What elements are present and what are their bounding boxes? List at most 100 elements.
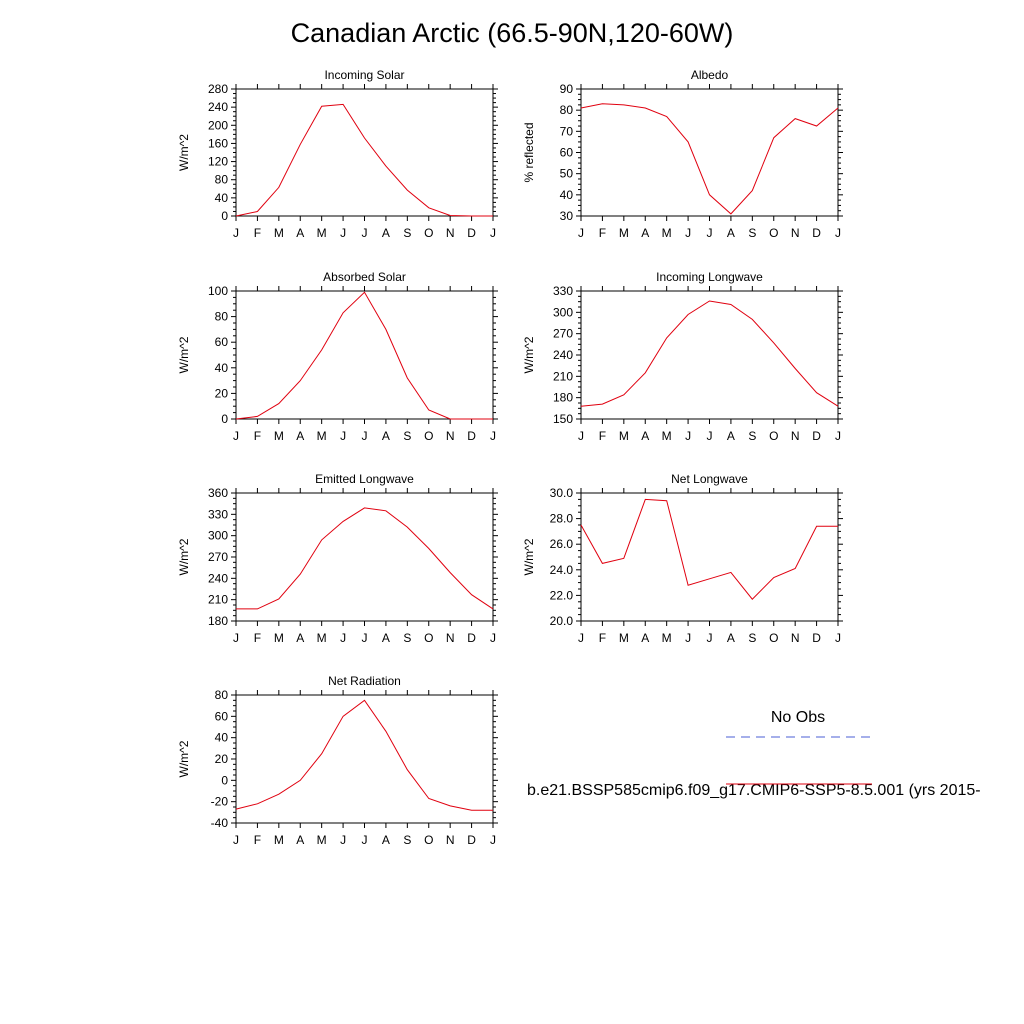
x-tick-label: N	[446, 429, 455, 443]
x-tick-label: O	[769, 429, 778, 443]
x-tick-label: N	[791, 631, 800, 645]
series-line	[235, 699, 493, 811]
y-axis-label: W/m^2	[177, 740, 191, 777]
x-tick-label: M	[274, 226, 284, 240]
x-tick-label: A	[641, 429, 649, 443]
y-tick-label: 28.0	[550, 512, 574, 526]
x-tick-label: S	[748, 226, 756, 240]
x-tick-label: J	[362, 226, 368, 240]
y-tick-label: 26.0	[550, 537, 574, 551]
x-tick-label: A	[727, 226, 735, 240]
x-tick-label: D	[467, 226, 476, 240]
y-tick-label: 60	[215, 709, 229, 723]
y-axis-label: W/m^2	[177, 538, 191, 575]
series-line	[236, 507, 494, 610]
x-tick-label: J	[340, 226, 346, 240]
series-line	[235, 291, 493, 420]
panel-title: Incoming Longwave	[656, 270, 763, 284]
series-line	[580, 103, 839, 215]
y-tick-label: 240	[208, 571, 228, 585]
x-tick-label: J	[233, 226, 239, 240]
x-tick-label: J	[233, 429, 239, 443]
y-tick-label: 70	[560, 124, 574, 138]
x-tick-label: M	[317, 833, 327, 847]
x-tick-label: S	[748, 631, 756, 645]
plot-frame	[580, 492, 839, 622]
x-tick-label: D	[467, 631, 476, 645]
x-tick-label: M	[662, 429, 672, 443]
plot-frame	[235, 694, 494, 824]
x-tick-label: J	[835, 429, 841, 443]
x-tick-label: M	[662, 631, 672, 645]
panel-3: Incoming Longwave W/m^2 150 180 210 240 270 300…	[522, 270, 843, 443]
x-tick-label: O	[424, 631, 433, 645]
panel-title: Albedo	[691, 68, 729, 82]
x-tick-label: J	[707, 631, 713, 645]
x-tick-label: F	[599, 226, 606, 240]
y-tick-label: 120	[208, 155, 228, 169]
x-tick-label: J	[835, 631, 841, 645]
y-tick-label: 20.0	[550, 614, 574, 628]
x-tick-label: J	[835, 226, 841, 240]
x-tick-label: D	[812, 429, 821, 443]
y-tick-label: 300	[553, 305, 573, 319]
plot-frame	[580, 290, 839, 420]
x-tick-label: S	[748, 429, 756, 443]
panel-title: Net Longwave	[671, 472, 748, 486]
x-tick-label: A	[382, 631, 390, 645]
y-tick-label: 280	[208, 82, 228, 96]
x-tick-label: N	[446, 631, 455, 645]
y-tick-label: 80	[215, 310, 229, 324]
x-tick-label: S	[403, 833, 411, 847]
x-tick-label: S	[403, 226, 411, 240]
x-tick-label: J	[707, 429, 713, 443]
y-tick-label: 80	[215, 688, 229, 702]
x-tick-label: D	[467, 429, 476, 443]
x-tick-label: F	[254, 226, 261, 240]
y-tick-label: 300	[208, 529, 228, 543]
x-tick-label: M	[662, 226, 672, 240]
y-tick-label: 200	[208, 118, 228, 132]
y-axis-label: W/m^2	[177, 336, 191, 373]
y-tick-label: 100	[208, 284, 228, 298]
x-tick-label: J	[685, 631, 691, 645]
x-tick-label: O	[424, 429, 433, 443]
x-tick-label: J	[340, 429, 346, 443]
panel-5: Net Longwave W/m^2 20.0 22.0 24.0 26.0 28.0 30.…	[522, 472, 843, 645]
figure-title: Canadian Arctic (66.5-90N,120-60W)	[290, 18, 734, 48]
x-tick-label: J	[362, 631, 368, 645]
legend: No Obs b.e21.BSSP585cmip6.f09_g17.CMIP6-…	[527, 709, 981, 799]
x-tick-label: O	[769, 226, 778, 240]
x-tick-label: D	[467, 833, 476, 847]
y-axis-label: W/m^2	[177, 134, 191, 171]
plot-frame	[235, 492, 494, 622]
y-tick-label: 40	[215, 731, 229, 745]
x-tick-label: J	[340, 833, 346, 847]
y-tick-label: 270	[208, 550, 228, 564]
y-tick-label: 210	[553, 369, 573, 383]
x-tick-label: S	[403, 631, 411, 645]
x-tick-label: J	[490, 833, 496, 847]
y-tick-label: 50	[560, 167, 574, 181]
x-tick-label: A	[296, 226, 304, 240]
y-tick-label: 270	[553, 327, 573, 341]
series-line	[580, 300, 839, 407]
x-tick-label: J	[707, 226, 713, 240]
panel-title: Net Radiation	[328, 674, 401, 688]
y-tick-label: 60	[560, 146, 574, 160]
x-tick-label: J	[578, 631, 584, 645]
x-tick-label: A	[296, 833, 304, 847]
x-tick-label: A	[382, 226, 390, 240]
x-tick-label: O	[424, 833, 433, 847]
x-tick-label: A	[727, 429, 735, 443]
y-tick-label: 360	[208, 486, 228, 500]
series-line	[580, 498, 838, 600]
x-tick-label: J	[233, 631, 239, 645]
x-tick-label: A	[727, 631, 735, 645]
y-tick-label: 160	[208, 136, 228, 150]
y-tick-label: 40	[215, 361, 229, 375]
y-tick-label: 0	[221, 209, 228, 223]
x-tick-label: N	[791, 429, 800, 443]
